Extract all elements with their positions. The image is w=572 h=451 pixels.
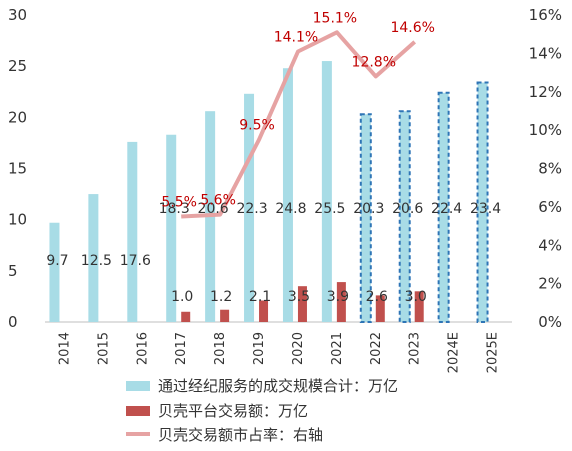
- x-tick-label: 2014: [57, 332, 72, 365]
- y-left-tick: 20: [8, 108, 27, 126]
- market-share-line: [181, 30, 417, 219]
- beike-volume-labels: 1.0 1.2 2.1 3.5 3.9 2.6 3.0: [171, 289, 427, 305]
- total-volume-label: 25.5: [314, 201, 345, 217]
- total-volume-bar: [437, 91, 450, 323]
- y-right-tick: 4%: [538, 236, 562, 254]
- y-left-tick: 25: [8, 57, 27, 75]
- total-volume-label: 24.8: [275, 201, 306, 217]
- market-share-label: 14.6%: [390, 20, 434, 36]
- total-volume-bar: [244, 93, 255, 323]
- beike-volume-label: 2.6: [366, 289, 388, 305]
- y-right-tick: 12%: [529, 83, 562, 101]
- y-right-tick: 2%: [538, 275, 562, 293]
- right-axis-ticks: 0% 2% 4% 6% 8% 10% 12% 14% 16%: [529, 6, 562, 331]
- y-left-tick: 15: [8, 160, 27, 178]
- total-volume-label: 20.6: [392, 201, 423, 217]
- beike-volume-label: 3.0: [405, 289, 427, 305]
- total-volume-label: 22.4: [431, 201, 462, 217]
- y-left-tick: 0: [8, 313, 18, 331]
- beike-volume-bar: [336, 282, 346, 322]
- legend-label-total: 通过经纪服务的成交规模合计：万亿: [158, 377, 398, 395]
- total-volume-label: 20.3: [353, 201, 384, 217]
- y-right-tick: 10%: [529, 121, 562, 139]
- total-volume-label: 20.6: [198, 201, 229, 217]
- y-left-tick: 5: [8, 262, 18, 280]
- y-left-tick: 10: [8, 211, 27, 229]
- x-tick-label: 2015: [96, 332, 111, 365]
- y-right-tick: 6%: [538, 198, 562, 216]
- legend-label-beike: 贝壳平台交易额：万亿: [158, 402, 308, 420]
- beike-volume-label: 2.1: [249, 289, 271, 305]
- beike-volume-label: 1.2: [210, 289, 232, 305]
- total-volume-labels: 9.7 12.5 17.6 18.3 20.6 22.3 24.8 25.5 20.3 20.6 2…: [46, 201, 501, 269]
- x-tick-label: 2020: [291, 332, 306, 365]
- market-share-label: 12.8%: [352, 54, 396, 70]
- total-volume-bars: [49, 61, 489, 324]
- x-tick-label: 2019: [252, 332, 267, 365]
- y-right-tick: 0%: [538, 313, 562, 331]
- y-right-tick: 8%: [538, 160, 562, 178]
- x-tick-label: 2016: [135, 332, 150, 365]
- beike-volume-bar: [220, 309, 230, 322]
- total-volume-bar: [127, 141, 138, 322]
- market-share-label: 14.1%: [274, 29, 318, 45]
- beike-volume-bars: [181, 282, 424, 322]
- y-left-tick: 30: [8, 6, 27, 24]
- y-right-tick: 14%: [529, 44, 562, 62]
- left-axis-ticks: 0 5 10 15 20 25 30: [8, 6, 27, 331]
- total-volume-label: 18.3: [159, 201, 190, 217]
- x-tick-label: 2024E: [447, 332, 462, 373]
- x-tick-label: 2017: [174, 332, 189, 365]
- legend-swatch-beike: [126, 406, 150, 416]
- market-share-polyline: [181, 30, 417, 219]
- market-share-label: 9.5%: [239, 118, 275, 134]
- total-volume-label: 23.4: [470, 201, 501, 217]
- market-share-label: 15.1%: [313, 10, 357, 26]
- x-tick-label: 2022: [369, 332, 384, 365]
- beike-volume-label: 3.9: [327, 289, 349, 305]
- legend-swatch-total: [126, 381, 150, 391]
- total-volume-label: 12.5: [81, 253, 112, 269]
- market-share-label: 5.5%: [161, 194, 197, 210]
- x-axis-ticks: 2014 2015 2016 2017 2018 2019 2020 2021 2022 2023…: [57, 332, 500, 373]
- total-volume-label: 22.3: [236, 201, 267, 217]
- x-tick-label: 2018: [213, 332, 228, 365]
- y-right-tick: 16%: [529, 6, 562, 24]
- total-volume-bar: [166, 134, 177, 322]
- x-tick-label: 2025E: [486, 332, 501, 373]
- market-share-labels: 5.5% 5.6% 9.5% 14.1% 15.1% 12.8% 14.6%: [161, 10, 435, 210]
- total-volume-bar: [398, 110, 411, 324]
- legend: 通过经纪服务的成交规模合计：万亿 贝壳平台交易额：万亿 贝壳交易额市占率：右轴: [126, 377, 398, 444]
- beike-volume-bar: [297, 286, 307, 322]
- beike-volume-label: 1.0: [171, 289, 193, 305]
- x-tick-label: 2023: [408, 332, 423, 365]
- total-volume-bar: [88, 194, 99, 322]
- beike-volume-bar: [259, 300, 269, 322]
- total-volume-label: 9.7: [46, 253, 68, 269]
- total-volume-label: 17.6: [120, 253, 151, 269]
- market-share-label: 5.6%: [200, 193, 236, 209]
- beike-volume-bar: [414, 291, 424, 322]
- beike-volume-bar: [375, 295, 385, 322]
- total-volume-bar: [282, 68, 293, 322]
- total-volume-bar: [321, 61, 332, 323]
- beike-volume-bar: [181, 311, 191, 322]
- legend-label-share: 贝壳交易额市占率：右轴: [158, 426, 323, 444]
- total-volume-bar: [476, 81, 489, 324]
- x-tick-label: 2021: [330, 332, 345, 365]
- beike-volume-label: 3.5: [288, 289, 310, 305]
- total-volume-bar: [49, 222, 60, 322]
- total-volume-bar: [359, 113, 372, 323]
